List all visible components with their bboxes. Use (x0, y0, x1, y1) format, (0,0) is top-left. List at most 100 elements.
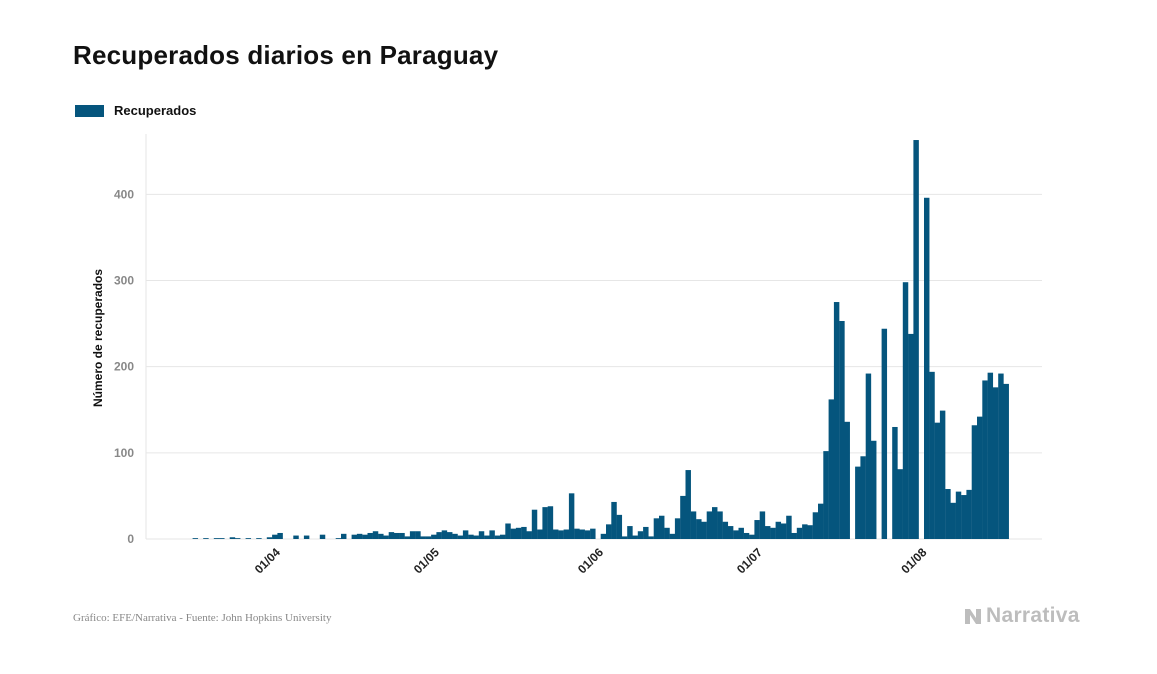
bar (621, 536, 628, 539)
bar (865, 373, 872, 539)
bar (706, 511, 713, 539)
bar (542, 507, 548, 539)
chart-title: Recuperados diarios en Paraguay (73, 40, 499, 70)
bar (627, 526, 633, 539)
x-tick-label: 01/06 (575, 545, 606, 576)
bar (600, 533, 607, 539)
bar (924, 197, 930, 539)
bar (992, 387, 999, 539)
bar (256, 538, 262, 539)
bar (775, 521, 782, 539)
bar (547, 506, 554, 539)
bar (229, 537, 236, 539)
x-tick-label: 01/05 (411, 545, 442, 576)
bar (457, 535, 464, 539)
bar (664, 527, 670, 539)
x-axis-ticks: 01/04 01/05 01/06 01/07 01/08 (252, 545, 930, 576)
bar (844, 421, 850, 539)
bar (462, 530, 469, 539)
bar (717, 511, 723, 539)
x-tick-label: 01/08 (898, 545, 929, 576)
y-tick-label: 0 (127, 532, 134, 546)
bar (1003, 383, 1009, 539)
bar (213, 538, 220, 539)
bar (521, 526, 527, 539)
bar (468, 534, 474, 539)
bar (674, 518, 681, 539)
bar (929, 371, 935, 539)
bar (388, 532, 395, 539)
bar (394, 532, 400, 539)
bar (272, 534, 278, 539)
bar (749, 534, 755, 539)
bar (579, 529, 585, 539)
bar (712, 507, 718, 539)
bar (648, 536, 654, 539)
bar (484, 535, 490, 539)
bar (553, 529, 559, 539)
bar (500, 534, 506, 539)
bar (860, 456, 866, 539)
bar (378, 533, 384, 539)
x-tick-label: 01/07 (734, 545, 765, 576)
bar (966, 489, 972, 539)
brand-name: Narrativa (986, 604, 1080, 627)
bar (818, 503, 824, 539)
bar (934, 422, 941, 539)
bar (961, 495, 967, 539)
bar (425, 536, 432, 539)
bar (759, 511, 766, 539)
bar (982, 380, 988, 539)
bar (515, 527, 522, 539)
bar (881, 328, 888, 539)
bar (452, 533, 458, 539)
bar (786, 515, 792, 539)
bar (235, 538, 241, 539)
bar (945, 489, 951, 539)
y-tick-label: 100 (114, 446, 134, 460)
bar (447, 532, 453, 539)
bar (606, 524, 612, 539)
bar (701, 521, 707, 539)
bar (362, 534, 368, 539)
bar (219, 538, 225, 539)
bar (738, 527, 744, 539)
bar (372, 531, 379, 539)
bar (574, 528, 580, 539)
y-tick-label: 400 (114, 187, 134, 201)
bar (823, 451, 829, 539)
bar (404, 536, 411, 539)
bar (489, 530, 495, 539)
bar (584, 530, 591, 539)
bar (950, 502, 956, 539)
bar (653, 518, 660, 539)
bar (431, 534, 437, 539)
bars (192, 140, 1009, 539)
bar (765, 526, 771, 539)
bar (409, 531, 416, 539)
bar (494, 535, 501, 539)
bar (637, 531, 644, 539)
bar (828, 399, 835, 539)
bar (743, 532, 750, 539)
brand-logo: Narrativa (963, 604, 1080, 628)
legend-swatch (75, 104, 104, 117)
bar (441, 530, 448, 539)
bar (341, 533, 347, 539)
bar (913, 140, 919, 539)
bar (436, 532, 442, 539)
bar (383, 535, 389, 539)
bar (680, 495, 686, 539)
bar (245, 538, 252, 539)
bar (722, 521, 729, 539)
bar (192, 538, 199, 539)
bar (791, 532, 797, 539)
bar (510, 528, 517, 539)
bar (473, 535, 479, 539)
bar (796, 527, 803, 539)
bar (807, 525, 813, 539)
y-tick-label: 300 (114, 273, 134, 287)
bar (902, 282, 909, 539)
bar (319, 534, 326, 539)
